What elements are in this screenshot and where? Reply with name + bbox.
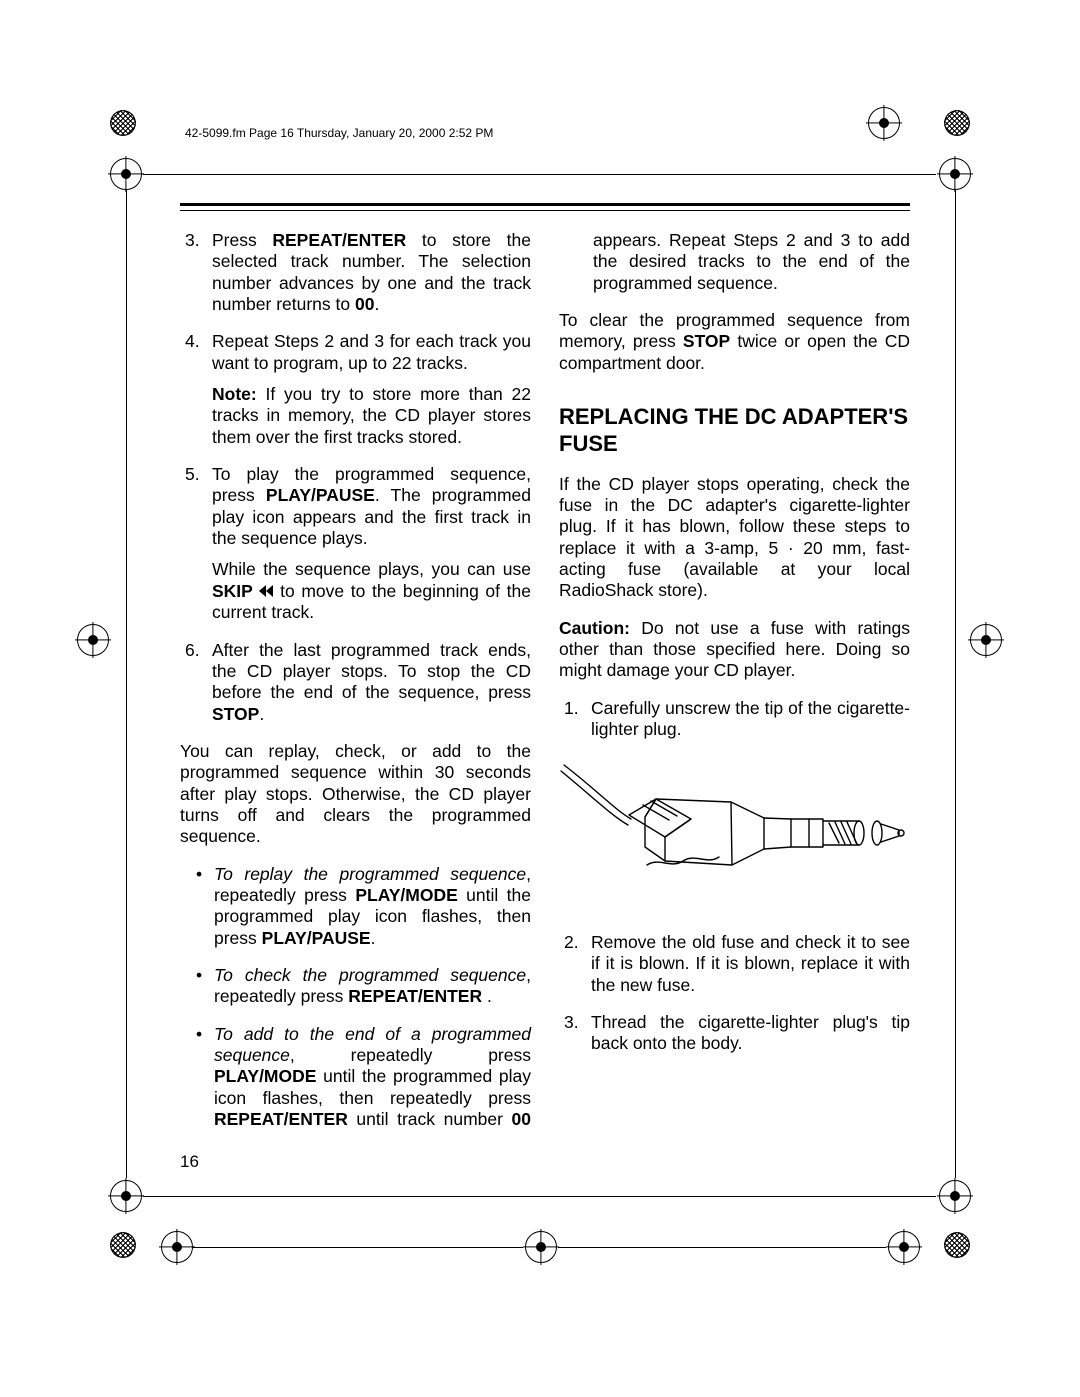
text: STOP xyxy=(683,331,730,351)
fuse-step-1: 1. Carefully unscrew the tip of the ciga… xyxy=(559,698,910,741)
text: After the last programmed track ends, th… xyxy=(212,640,531,703)
text: until the programmed play xyxy=(316,1066,531,1086)
bullet-dot-icon: • xyxy=(196,1024,202,1045)
reg-line xyxy=(193,1247,523,1248)
text: Repeat Steps 2 and 3 for each track you … xyxy=(212,331,531,372)
content-frame: 3. Press REPEAT/ENTER to store the selec… xyxy=(180,230,910,1140)
fuse-step-2: 2. Remove the old fuse and check it to s… xyxy=(559,932,910,996)
replay-paragraph: You can replay, check, or add to the pro… xyxy=(180,741,531,848)
fuse-caution: Caution: Do not use a fuse with ratings … xyxy=(559,618,910,682)
crosshair-icon xyxy=(937,1178,973,1214)
step-4: 4. Repeat Steps 2 and 3 for each track y… xyxy=(180,331,531,374)
reg-ball-icon xyxy=(110,1232,136,1258)
text: Note: xyxy=(212,384,257,404)
skip-back-icon xyxy=(259,585,273,597)
text: Carefully unscrew the tip of the cigaret… xyxy=(591,698,910,739)
step-3: 3. Press REPEAT/ENTER to store the selec… xyxy=(180,230,531,315)
text: SKIP xyxy=(212,581,253,601)
step-number: 6. xyxy=(185,640,200,661)
fuse-step-3: 3. Thread the cigarette-lighter plug's t… xyxy=(559,1012,910,1055)
step-5: 5. To play the programmed sequence, pres… xyxy=(180,464,531,549)
step-number: 2. xyxy=(564,932,579,953)
step-number: 3. xyxy=(564,1012,579,1033)
text: You can replay, check, or add to the pro… xyxy=(180,741,531,846)
crosshair-icon xyxy=(866,105,902,141)
crosshair-icon xyxy=(968,622,1004,658)
page-number: 16 xyxy=(180,1152,199,1173)
step-number: 4. xyxy=(185,331,200,352)
reg-line xyxy=(143,174,936,175)
header-rule xyxy=(180,210,910,211)
text: , repeatedly press xyxy=(290,1045,531,1065)
text: . xyxy=(374,294,379,314)
bullet-dot-icon: • xyxy=(196,965,202,986)
plug-illustration xyxy=(559,757,910,912)
text: STOP xyxy=(212,704,259,724)
reg-ball-icon xyxy=(944,1232,970,1258)
reg-line xyxy=(955,190,956,1178)
text: If the CD player stops operating, check … xyxy=(559,474,910,601)
reg-line xyxy=(143,1196,936,1197)
crosshair-icon xyxy=(937,156,973,192)
text: Thread the cigarette-lighter plug's tip … xyxy=(591,1012,910,1053)
two-column-flow: 3. Press REPEAT/ENTER to store the selec… xyxy=(180,230,910,1140)
crosshair-icon xyxy=(108,1178,144,1214)
reg-line xyxy=(558,1247,886,1248)
crosshair-icon xyxy=(159,1229,195,1265)
text: Remove the old fuse and check it to see … xyxy=(591,932,910,995)
text: icon flashes, then repeatedly press xyxy=(214,1088,531,1108)
reg-ball-icon xyxy=(110,110,136,136)
text: While the sequence plays, you can use xyxy=(212,559,531,579)
crosshair-icon xyxy=(108,156,144,192)
reg-line xyxy=(126,190,127,1178)
bullet-check: • To check the programmed sequence, repe… xyxy=(180,965,531,1008)
text: . xyxy=(482,986,492,1006)
step-number: 3. xyxy=(185,230,200,251)
crosshair-icon xyxy=(523,1229,559,1265)
clear-paragraph: To clear the programmed sequence from me… xyxy=(559,310,910,374)
text: until track number xyxy=(348,1109,512,1129)
text: REPEAT/ENTER xyxy=(348,986,482,1006)
bullet-replay: • To replay the programmed sequence, rep… xyxy=(180,864,531,949)
text: REPEAT/ENTER xyxy=(214,1109,348,1129)
text: appears. Repeat Steps 2 and 3 to add the… xyxy=(593,230,910,293)
text: PLAY/MODE xyxy=(214,1066,316,1086)
crosshair-icon xyxy=(75,622,111,658)
fuse-intro: If the CD player stops operating, check … xyxy=(559,474,910,602)
text: Press xyxy=(212,230,272,250)
header-meta: 42-5099.fm Page 16 Thursday, January 20,… xyxy=(185,126,493,141)
step-4-note: Note: If you try to store more than 22 t… xyxy=(180,384,531,448)
text: PLAY/PAUSE xyxy=(266,485,375,505)
step-6: 6. After the last programmed track ends,… xyxy=(180,640,531,725)
bullet-dot-icon: • xyxy=(196,864,202,885)
text: . xyxy=(371,928,376,948)
page-sheet: 42-5099.fm Page 16 Thursday, January 20,… xyxy=(0,0,1080,1397)
step-number: 5. xyxy=(185,464,200,485)
text: REPEAT/ENTER xyxy=(272,230,406,250)
text: 00 xyxy=(355,294,374,314)
text: Caution: xyxy=(559,618,630,638)
step-5b: While the sequence plays, you can use SK… xyxy=(180,559,531,623)
text: PLAY/PAUSE xyxy=(262,928,371,948)
text: PLAY/MODE xyxy=(355,885,457,905)
reg-ball-icon xyxy=(944,110,970,136)
text: To replay the programmed sequence xyxy=(214,864,526,884)
text: If you try to store more than 22 tracks … xyxy=(212,384,531,447)
text: To check the programmed sequence xyxy=(214,965,526,985)
text: . xyxy=(259,704,264,724)
crosshair-icon xyxy=(886,1229,922,1265)
step-number: 1. xyxy=(564,698,579,719)
section-heading: REPLACING THE DC ADAPTER'S FUSE xyxy=(559,404,910,458)
text: 00 xyxy=(512,1109,531,1129)
header-rule xyxy=(180,203,910,206)
